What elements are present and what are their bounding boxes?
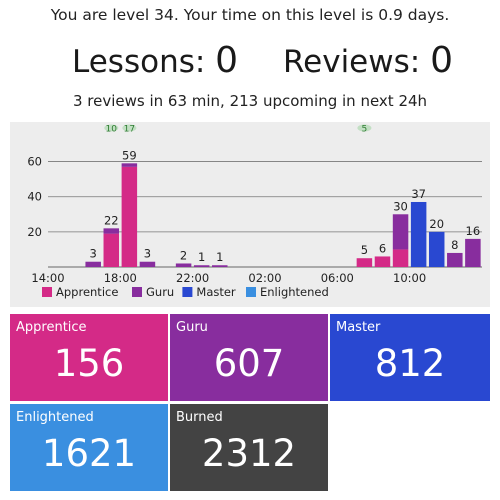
bar-segment-guru[interactable] (85, 261, 101, 267)
bar-value-label: 6 (379, 241, 386, 255)
lessons-label: Lessons: (72, 44, 206, 80)
bar-segment-guru[interactable] (175, 263, 192, 267)
level-marker-label: 10 (106, 125, 118, 135)
bar-segment-guru[interactable] (447, 252, 463, 267)
chart-canvas: 20 40 60 14:00 18:00 22:00 02:00 06:00 10:00 3 22 5… (27, 124, 482, 299)
tile-value: 156 (53, 342, 125, 385)
legend-label: Enlightened (260, 285, 329, 299)
tile-apprentice[interactable]: Apprentice 156 (10, 314, 168, 401)
bar-segment-apprentice[interactable] (374, 256, 391, 267)
legend-swatch-apprentice (42, 287, 52, 297)
review-forecast-chart: 20 40 60 14:00 18:00 22:00 02:00 06:00 10:00 3 22 5… (10, 122, 490, 307)
x-tick-label: 22:00 (176, 271, 209, 285)
bar-value-label: 5 (361, 243, 368, 257)
legend-swatch-guru (132, 287, 142, 297)
tile-label: Guru (176, 320, 208, 335)
bar-value-label: 3 (144, 247, 151, 261)
bar-segment-apprentice[interactable] (392, 249, 409, 267)
legend-label: Apprentice (56, 285, 118, 299)
tile-value: 1621 (41, 432, 137, 475)
bar-segment-guru[interactable] (212, 265, 228, 267)
upcoming-summary: 3 reviews in 63 min, 213 upcoming in nex… (72, 92, 428, 110)
reviews-label: Reviews: (283, 44, 421, 80)
tile-enlightened[interactable]: Enlightened 1621 (10, 404, 168, 491)
bar-value-label: 37 (411, 187, 426, 201)
y-tick-label: 40 (27, 190, 42, 204)
tile-label: Burned (176, 410, 223, 425)
bar-value-label: 2 (180, 248, 187, 262)
tile-label: Enlightened (16, 410, 94, 425)
bar-value-label: 3 (90, 247, 97, 261)
tile-master[interactable]: Master 812 (330, 314, 490, 401)
bar-segment-guru[interactable] (392, 214, 409, 250)
legend-label: Guru (146, 285, 174, 299)
level-status: You are level 34. Your time on this leve… (50, 6, 450, 24)
bar-value-label: 1 (216, 250, 223, 264)
tile-label: Master (336, 320, 381, 335)
bar-segment-guru[interactable] (193, 265, 210, 267)
counts-row: Lessons: 0 Reviews: 0 (0, 40, 500, 84)
bar-segment-guru[interactable] (139, 261, 156, 267)
bar-value-label: 16 (466, 224, 481, 238)
x-tick-label: 18:00 (104, 271, 137, 285)
bar-segment-guru[interactable] (465, 238, 481, 267)
y-tick-label: 20 (27, 225, 42, 239)
reviews-count[interactable]: Reviews: 0 (283, 40, 453, 81)
bar-segment-guru[interactable] (121, 163, 138, 167)
bar-segment-guru[interactable] (103, 228, 120, 234)
tile-value: 812 (374, 342, 446, 385)
tile-guru[interactable]: Guru 607 (170, 314, 328, 401)
legend-label: Master (196, 285, 236, 299)
lessons-number: 0 (215, 40, 239, 81)
tile-value: 607 (213, 342, 285, 385)
tile-label: Apprentice (16, 320, 87, 335)
bar-value-label: 20 (429, 217, 444, 231)
bar-segment-master[interactable] (410, 201, 427, 267)
x-tick-label: 06:00 (321, 271, 354, 285)
level-marker-glow (357, 124, 372, 132)
reviews-number: 0 (430, 40, 453, 81)
bar-value-label: 59 (122, 148, 137, 162)
y-tick-label: 60 (27, 155, 42, 169)
level-marker-glow (122, 124, 137, 132)
bar-segment-master[interactable] (428, 231, 445, 267)
bar-value-label: 1 (198, 250, 205, 264)
lessons-count[interactable]: Lessons: 0 (72, 40, 238, 81)
tile-burned[interactable]: Burned 2312 (170, 404, 328, 491)
bar-segment-apprentice[interactable] (103, 233, 120, 267)
level-marker-glow (104, 124, 119, 132)
legend-swatch-enlightened (246, 287, 256, 297)
bar-value-label: 30 (393, 199, 408, 213)
x-tick-label: 10:00 (393, 271, 426, 285)
x-tick-label: 14:00 (31, 271, 64, 285)
bar-value-label: 22 (104, 213, 119, 227)
tile-value: 2312 (201, 432, 297, 475)
bar-value-label: 8 (451, 238, 458, 252)
bar-segment-apprentice[interactable] (121, 166, 138, 267)
bar-segment-apprentice[interactable] (356, 258, 373, 267)
level-marker-label: 17 (124, 125, 135, 135)
level-marker-label: 5 (362, 125, 368, 135)
legend-swatch-master (182, 287, 193, 297)
x-tick-label: 02:00 (248, 271, 281, 285)
